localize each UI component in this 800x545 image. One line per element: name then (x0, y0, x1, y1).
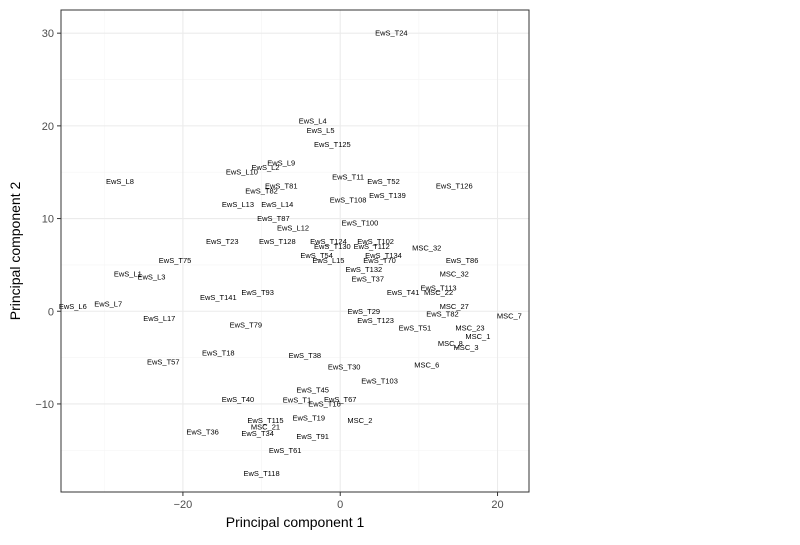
data-point-label: EwS_T87 (257, 214, 290, 223)
data-point-label: EwS_T1 (283, 396, 311, 405)
data-point-label: EwS_T126 (436, 182, 473, 191)
x-tick-label: 0 (337, 499, 343, 511)
data-point-label: EwS_T18 (202, 348, 235, 357)
data-point-label: MSC_6 (414, 361, 439, 370)
data-point-label: EwS_T103 (361, 376, 398, 385)
data-point-label: EwS_T45 (296, 386, 329, 395)
data-point-label: EwS_T29 (348, 307, 381, 316)
data-point-label: MSC_21 (251, 423, 280, 432)
y-tick-label: 30 (42, 28, 54, 40)
data-point-label: EwS_T141 (200, 293, 237, 302)
axis-ticks: −20 0 20 −10 0 10 20 30 (35, 28, 503, 511)
data-point-label: EwS_L7 (94, 299, 122, 308)
data-point-label: EwS_T70 (363, 256, 396, 265)
data-point-label: MSC_32 (412, 244, 441, 253)
data-point-label: EwS_T37 (351, 274, 384, 283)
data-point-label: EwS_T123 (357, 316, 394, 325)
data-point-label: EwS_T132 (345, 265, 382, 274)
data-point-label: EwS_T125 (314, 140, 351, 149)
panel-border (60, 9, 530, 493)
y-tick-label: 20 (42, 121, 54, 133)
y-tick-label: 10 (42, 214, 54, 226)
data-point-label: EwS_L14 (261, 200, 293, 209)
data-point-label: EwS_L6 (59, 302, 87, 311)
x-tick-label: −20 (174, 499, 193, 511)
data-point-label: EwS_L15 (312, 256, 344, 265)
point-labels: EwS_T24EwS_L4EwS_L5EwS_T125EwS_L9EwS_L2E… (59, 29, 522, 478)
data-point-label: EwS_T34 (241, 429, 274, 438)
x-tick-label: 20 (491, 499, 503, 511)
data-point-label: EwS_T23 (206, 237, 239, 246)
data-point-label: EwS_T82 (426, 310, 459, 319)
data-point-label: EwS_L17 (143, 314, 175, 323)
data-point-label: EwS_T139 (369, 191, 406, 200)
data-point-label: EwS_L10 (226, 168, 258, 177)
data-point-label: EwS_T79 (230, 321, 263, 330)
data-point-label: EwS_L13 (222, 200, 254, 209)
data-point-label: MSC_1 (465, 332, 490, 341)
data-point-label: EwS_T118 (244, 469, 280, 478)
data-point-label: EwS_T124 (310, 237, 347, 246)
data-point-label: EwS_L4 (299, 117, 327, 126)
data-point-label: MSC_22 (424, 288, 453, 297)
data-point-label: EwS_L9 (267, 158, 295, 167)
data-point-label: EwS_T30 (328, 362, 361, 371)
data-point-label: EwS_T11 (332, 172, 364, 181)
data-point-label: EwS_T128 (259, 237, 296, 246)
data-point-label: MSC_3 (454, 343, 479, 352)
data-point-label: EwS_L8 (106, 177, 134, 186)
data-point-label: MSC_2 (347, 416, 372, 425)
grid-lines (61, 10, 529, 492)
data-point-label: EwS_T108 (330, 196, 367, 205)
data-point-label: EwS_T52 (367, 177, 400, 186)
data-point-label: EwS_L2 (252, 163, 280, 172)
data-point-label: EwS_T54 (300, 251, 333, 260)
data-point-label: EwS_T102 (357, 237, 394, 246)
data-point-label: EwS_T115 (247, 416, 283, 425)
data-point-label: EwS_T113 (420, 284, 456, 293)
data-point-label: EwS_T36 (186, 427, 219, 436)
data-point-label: EwS_T19 (292, 413, 325, 422)
data-point-label: EwS_T40 (222, 395, 255, 404)
data-point-label: MSC_32 (440, 270, 469, 279)
data-point-label: EwS_T93 (241, 288, 274, 297)
data-point-label: MSC_23 (455, 323, 484, 332)
data-point-label: EwS_T61 (269, 446, 302, 455)
data-point-label: EwS_T51 (399, 323, 432, 332)
data-point-label: EwS_L12 (277, 223, 309, 232)
y-tick-label: 0 (48, 306, 54, 318)
data-point-label: EwS_T134 (365, 251, 402, 260)
data-point-label: EwS_L5 (307, 126, 335, 135)
data-point-label: EwS_T86 (446, 256, 479, 265)
data-point-label: EwS_T24 (375, 29, 408, 38)
data-point-label: EwS_T112 (354, 242, 390, 251)
y-axis-title: Principal component 2 (7, 182, 23, 321)
x-axis-title: Principal component 1 (226, 514, 365, 530)
data-point-label: EwS_T38 (289, 351, 322, 360)
data-point-label: EwS_T91 (296, 432, 329, 441)
data-point-label: EwS_T67 (324, 395, 357, 404)
data-point-label: EwS_T130 (314, 242, 351, 251)
data-point-label: EwS_T100 (342, 219, 379, 228)
data-point-label: EwS_L3 (137, 272, 165, 281)
data-point-label: EwS_T57 (147, 358, 180, 367)
data-point-label: EwS_L1 (114, 270, 142, 279)
data-point-label: MSC_8 (438, 339, 463, 348)
data-point-label: EwS_T75 (159, 256, 192, 265)
data-point-label: EwS_T82 (245, 186, 278, 195)
data-point-label: EwS_T16 (308, 399, 341, 408)
y-tick-label: −10 (35, 399, 54, 411)
data-point-label: EwS_T81 (265, 182, 298, 191)
data-point-label: MSC_27 (440, 302, 469, 311)
data-point-label: EwS_T41 (387, 288, 420, 297)
data-point-label: MSC_7 (497, 311, 522, 320)
